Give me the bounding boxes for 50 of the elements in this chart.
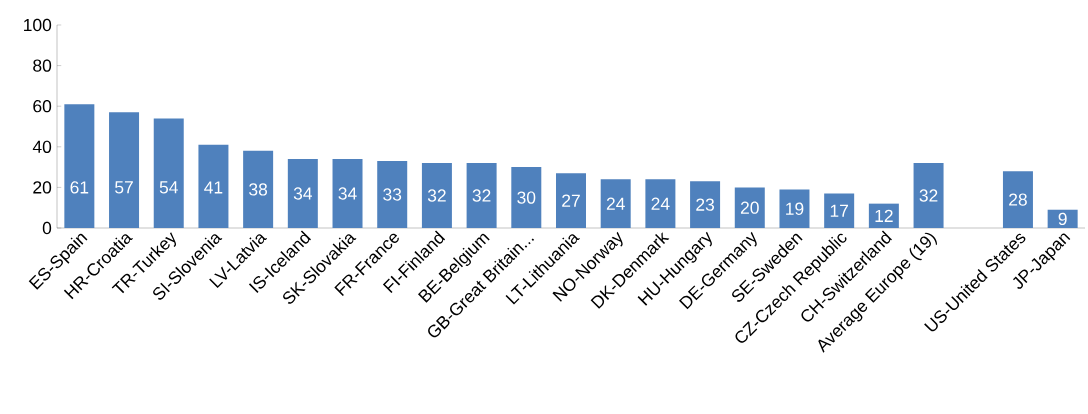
- data-label: 33: [383, 188, 402, 201]
- bar: [868, 203, 899, 228]
- bar: [824, 193, 855, 228]
- data-label: 24: [651, 197, 670, 210]
- bar: [466, 163, 497, 228]
- y-tick-label: 0: [42, 221, 52, 235]
- bar: [734, 187, 765, 228]
- y-tick-label: 20: [33, 181, 52, 194]
- bar: [421, 163, 452, 228]
- data-label: 28: [1009, 193, 1027, 206]
- data-label: 41: [204, 181, 223, 194]
- bar: [1047, 209, 1078, 228]
- data-label: 27: [562, 194, 580, 207]
- y-tick-label: 100: [24, 18, 52, 32]
- bar: [377, 161, 408, 228]
- data-label: 32: [472, 189, 491, 202]
- data-label: 9: [1058, 212, 1067, 226]
- data-label: 17: [830, 204, 848, 217]
- data-label: 19: [786, 202, 804, 215]
- bar: [153, 118, 184, 228]
- data-label: 12: [875, 209, 893, 222]
- data-label: 30: [517, 191, 536, 204]
- data-label: 34: [338, 187, 357, 200]
- y-tick-label: 60: [33, 100, 52, 113]
- data-label: 24: [606, 197, 625, 210]
- bar: [779, 189, 810, 228]
- data-label: 61: [70, 181, 89, 194]
- data-label: 20: [740, 201, 759, 214]
- bar: [109, 112, 140, 228]
- bar: [64, 104, 95, 228]
- y-tick-label: 80: [33, 59, 52, 72]
- y-tick-label: 40: [32, 140, 52, 153]
- data-label: 23: [696, 198, 715, 211]
- bar: [645, 179, 676, 228]
- bar: [198, 144, 229, 228]
- data-label: 32: [427, 189, 446, 202]
- data-label: 54: [159, 181, 178, 194]
- bar: [690, 181, 721, 228]
- bar: [600, 179, 631, 228]
- data-label: 34: [293, 187, 313, 200]
- bar: [287, 158, 318, 228]
- bar: [1002, 171, 1033, 228]
- bar: [556, 173, 586, 228]
- bar: [511, 167, 542, 228]
- data-label: 57: [115, 181, 133, 194]
- bar: [332, 158, 363, 228]
- data-label: 38: [249, 183, 268, 196]
- bar: [243, 150, 274, 228]
- data-label: 32: [919, 189, 938, 202]
- bar: [913, 163, 944, 228]
